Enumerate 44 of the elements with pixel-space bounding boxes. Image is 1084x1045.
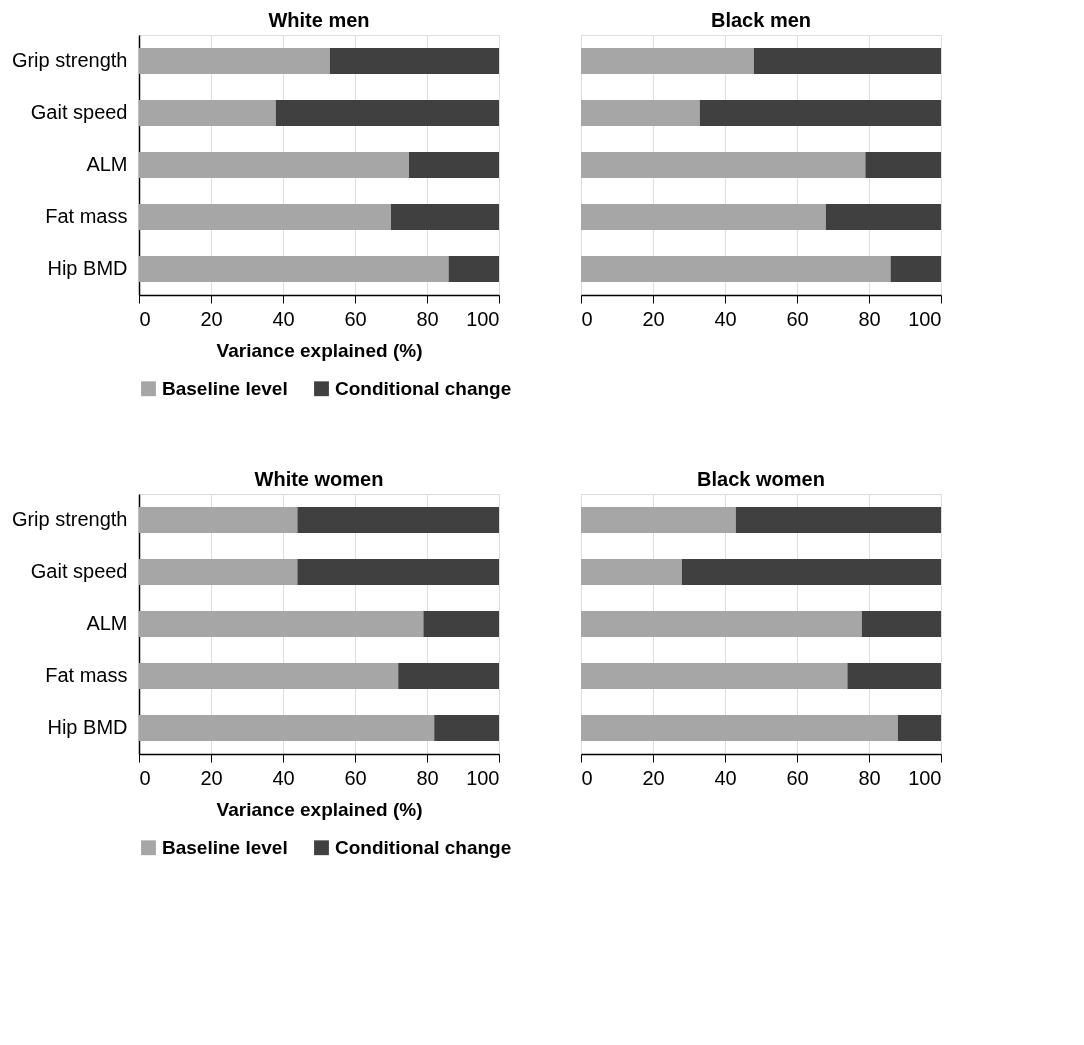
x-axis-title: Variance explained (%) [216,339,423,361]
x-tick-label: 80 [416,766,439,789]
y-tick-label: ALM [86,153,128,175]
y-tick-label: Grip strength [11,49,128,71]
x-tick-label: 20 [200,766,223,789]
x-tick-label: 20 [642,766,665,789]
y-tick-label: Fat mass [45,664,128,686]
y-tick-label: Hip BMD [47,716,128,738]
x-tick-label: 40 [714,307,737,330]
x-tick-label: 100 [908,307,942,330]
y-tick-label: Gait speed [30,101,128,123]
y-tick-label: Gait speed [30,560,128,582]
x-tick-label: 80 [858,766,881,789]
chart-title: White men [268,9,370,31]
x-tick-label: 100 [908,766,942,789]
x-tick-label: 100 [466,766,500,789]
x-tick-label: 40 [272,307,295,330]
x-tick-label: 20 [200,307,223,330]
legend-label: Conditional change [335,377,512,399]
legend-label: Baseline level [162,377,288,399]
x-tick-label: 60 [786,766,809,789]
x-tick-label: 0 [581,766,593,789]
chart-title: Black women [697,468,825,490]
x-tick-label: 80 [858,307,881,330]
x-tick-label: 60 [344,307,367,330]
y-tick-label: Hip BMD [47,257,128,279]
x-tick-label: 80 [416,307,439,330]
chart-title: White women [254,468,384,490]
x-tick-label: 0 [139,307,151,330]
legend-label: Baseline level [162,836,288,858]
y-tick-label: Fat mass [45,205,128,227]
x-tick-label: 20 [642,307,665,330]
y-tick-label: ALM [86,612,128,634]
x-tick-label: 0 [139,766,151,789]
x-tick-label: 40 [272,766,295,789]
y-tick-label: Grip strength [11,508,128,530]
x-tick-label: 60 [344,766,367,789]
x-axis-title: Variance explained (%) [216,798,423,820]
x-tick-label: 40 [714,766,737,789]
legend-label: Conditional change [335,836,512,858]
x-tick-label: 60 [786,307,809,330]
x-tick-label: 0 [581,307,593,330]
x-tick-label: 100 [466,307,500,330]
chart-title: Black men [710,9,812,31]
